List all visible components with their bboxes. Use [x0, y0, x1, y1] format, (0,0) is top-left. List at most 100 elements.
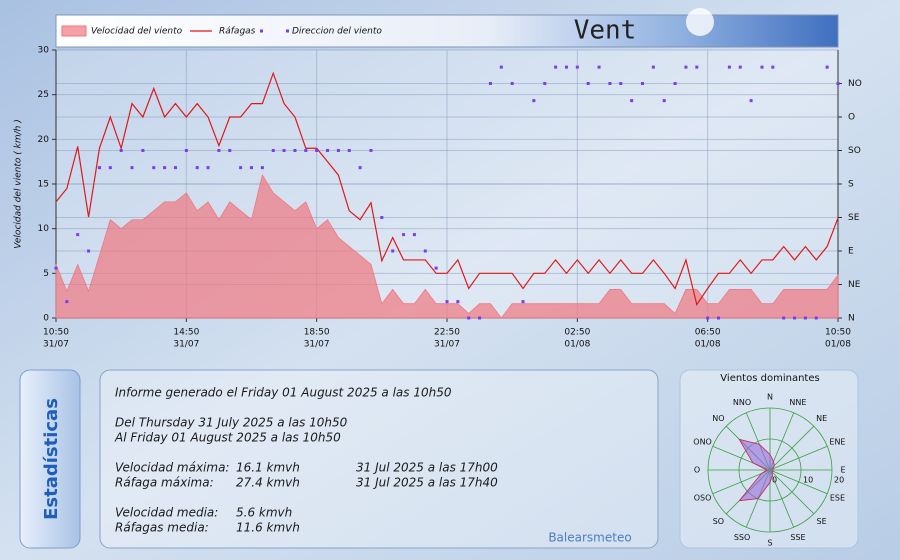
wind-speed-area [55, 174, 839, 319]
direction-point [586, 82, 590, 85]
direction-point [76, 233, 80, 237]
direction-point [228, 149, 232, 152]
rose-direction-label: S [767, 539, 772, 548]
direction-point [749, 99, 753, 103]
direction-point [412, 233, 416, 237]
rose-title: Vientos dominantes [720, 373, 819, 384]
direction-point [564, 65, 568, 69]
direction-point [814, 316, 818, 320]
direction-point [423, 249, 427, 253]
x-tick-label: 10:50 [825, 328, 851, 338]
stat-label: Ráfaga máxima: [115, 476, 214, 490]
direction-point [206, 166, 210, 170]
direction-point [554, 65, 558, 69]
direction-point [391, 249, 395, 253]
direction-point [532, 99, 536, 103]
direction-point [141, 149, 145, 152]
x-tick-date: 31/07 [434, 340, 460, 350]
direction-point [793, 316, 797, 320]
x-tick-date: 31/07 [43, 340, 69, 350]
direction-point [738, 65, 742, 69]
x-tick-label: 02:50 [564, 328, 590, 338]
chart-title: Vent [574, 16, 637, 46]
stats-heading: Estadísticas [41, 398, 62, 520]
to-line: Al Friday 01 August 2025 a las 10h50 [114, 431, 341, 445]
stat-value: 5.6 kmvh [236, 506, 292, 520]
direction-point [630, 99, 634, 103]
rose-ring [707, 407, 833, 533]
direction-point [478, 316, 482, 320]
direction-point [510, 82, 514, 85]
legend-label: Ráfagas [219, 27, 256, 37]
direction-point [445, 300, 449, 304]
direction-point [119, 149, 123, 152]
direction-point [760, 65, 764, 69]
direction-point [293, 149, 297, 152]
rose-direction-label: NE [816, 414, 827, 423]
direction-point [467, 316, 471, 320]
direction-point [130, 166, 134, 170]
direction-point [152, 166, 156, 170]
rose-direction-label: ONO [693, 438, 712, 447]
stat-label: Velocidad media: [115, 506, 218, 520]
direction-point [434, 266, 438, 270]
x-tick-date: 01/08 [564, 340, 590, 350]
rose-direction-label: SE [817, 517, 827, 526]
rose-ring-label: 0 [772, 476, 777, 485]
direction-point [304, 149, 308, 152]
legend-label: Velocidad del viento [91, 27, 183, 37]
direction-point [651, 65, 655, 69]
stats-tab [19, 369, 81, 549]
direction-point [803, 316, 807, 320]
rose-direction-label: NNO [733, 398, 751, 407]
y-tick-label: 30 [38, 46, 50, 56]
legend-swatch [260, 29, 263, 33]
direction-point [673, 82, 677, 85]
direction-point [260, 166, 264, 170]
direction-point [575, 65, 579, 69]
y-axis-label: Velocidad del viento ( km/h ) [14, 119, 24, 248]
y-tick-label: 0 [43, 314, 49, 324]
direction-point [173, 166, 177, 170]
x-tick-date: 01/08 [825, 340, 851, 350]
x-tick-label: 10:50 [43, 328, 69, 338]
gust-line [55, 71, 839, 307]
x-tick-label: 06:50 [695, 328, 721, 338]
x-tick-label: 14:50 [173, 328, 199, 338]
x-tick-date: 31/07 [173, 340, 199, 350]
rose-direction-label: SSE [790, 533, 805, 542]
direction-point [608, 82, 612, 85]
direction-point [543, 82, 547, 85]
direction-point [347, 149, 351, 152]
direction-point [239, 166, 243, 170]
rose-direction-label: SO [713, 517, 724, 526]
stat-label: Ráfagas media: [115, 521, 209, 535]
direction-point [271, 149, 275, 152]
rose-polygon [738, 438, 775, 502]
direction-point [402, 233, 406, 237]
stat-value: 27.4 kmvh [236, 476, 300, 490]
x-tick-date: 01/08 [695, 340, 721, 350]
direction-point [597, 65, 601, 69]
direction-point [619, 82, 623, 85]
sun-glow [686, 8, 714, 36]
x-tick-label: 22:50 [434, 328, 460, 338]
direction-point [326, 149, 330, 152]
direction-point [282, 149, 286, 152]
direction-point [771, 65, 775, 69]
rose-ring-label: 20 [834, 476, 844, 485]
direction-point [336, 149, 340, 152]
direction-point [108, 166, 112, 170]
direction-point [97, 166, 101, 170]
rose-direction-label: OSO [694, 493, 712, 502]
x-tick-date: 31/07 [304, 340, 330, 350]
direction-point [195, 166, 199, 170]
direction-point [521, 300, 525, 304]
direction-point [706, 316, 710, 320]
from-line: Del Thursday 31 July 2025 a las 10h50 [115, 416, 348, 430]
stat-time: 31 Jul 2025 a las 17h00 [356, 461, 498, 475]
y-tick-label: 20 [38, 135, 50, 145]
rose-direction-label: SSO [734, 533, 750, 542]
